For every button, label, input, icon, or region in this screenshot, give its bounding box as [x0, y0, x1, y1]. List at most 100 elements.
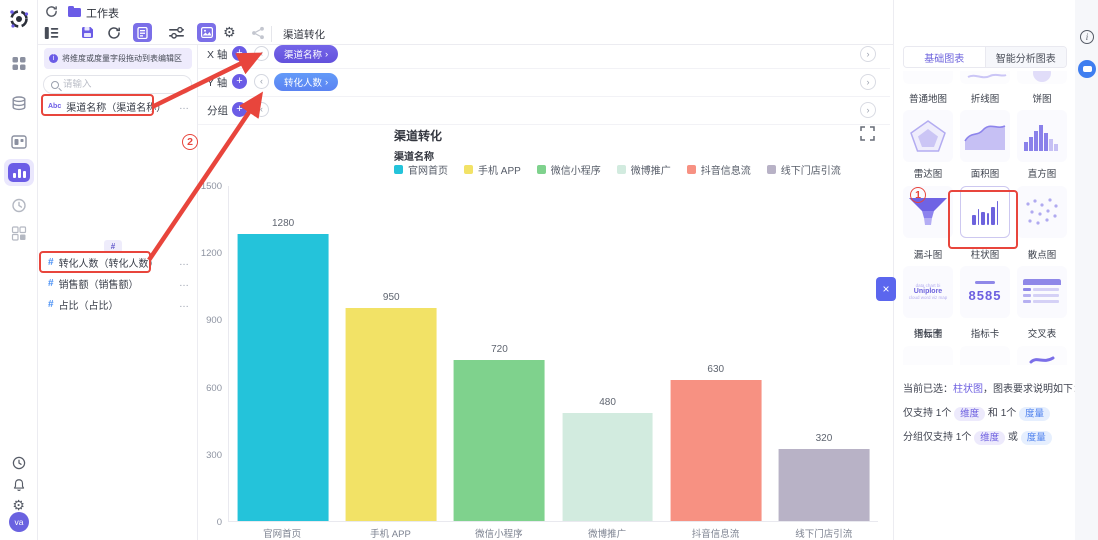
chart-type-card-clipped[interactable] [960, 346, 1010, 365]
bar-微博推广[interactable] [562, 413, 654, 521]
chart-type-card-kpi[interactable]: 8585 [960, 266, 1010, 318]
clock-icon[interactable] [11, 198, 26, 213]
save-icon[interactable] [80, 25, 95, 40]
report-card-icon[interactable] [133, 23, 152, 42]
chart-type-card-clipped[interactable] [903, 346, 953, 365]
chart-type-card-pie-clipped[interactable] [1017, 71, 1067, 84]
more-icon[interactable]: … [179, 101, 190, 112]
legend-item[interactable]: 官网首页 [394, 162, 448, 177]
legend-label: 线下门店引流 [780, 166, 841, 177]
bar-手机 APP[interactable] [345, 308, 437, 521]
chart-type-label[interactable]: 词云图 [913, 329, 943, 340]
chart-type-card-area[interactable] [960, 110, 1010, 162]
field-label: 占比（占比） [58, 301, 119, 312]
chart-type-label[interactable]: 面积图 [970, 169, 1000, 180]
apps-grid-icon[interactable] [11, 56, 26, 71]
settings-rail-icon[interactable]: ⚙ [12, 497, 25, 513]
kpi-card-icon: 8585 [969, 281, 1002, 303]
chart-type-label[interactable]: 直方图 [1027, 169, 1057, 180]
field-row-ratio[interactable]: # 占比（占比） … [38, 295, 198, 314]
filter-settings-icon[interactable] [169, 27, 185, 39]
bar-抖音信息流[interactable] [670, 379, 762, 521]
bar-官网首页[interactable] [237, 234, 329, 521]
chart-type-card-clipped[interactable] [1017, 346, 1067, 365]
y-axis-expand-button[interactable]: › [860, 74, 876, 90]
chart-type-label[interactable]: 雷达图 [913, 169, 943, 180]
more-icon[interactable]: … [179, 299, 190, 310]
fullscreen-icon[interactable] [860, 126, 875, 141]
toolbar-settings-icon[interactable]: ⚙ [223, 24, 236, 40]
chart-type-label[interactable]: 交叉表 [1027, 329, 1057, 340]
pill-label: 转化人数 [284, 78, 323, 89]
x-axis-collapse-button[interactable]: ‹ [254, 46, 269, 61]
chevron-right-icon: › [325, 48, 329, 60]
legend-item[interactable]: 微信小程序 [536, 162, 601, 177]
chart-type-label[interactable]: 散点图 [1027, 250, 1057, 261]
y-axis-label: Y 轴 [207, 77, 228, 89]
legend-item[interactable]: 微博推广 [616, 162, 671, 177]
bell-icon[interactable] [12, 478, 26, 492]
field-search[interactable] [43, 75, 192, 94]
group-expand-button[interactable]: › [860, 102, 876, 118]
more-icon[interactable]: … [179, 278, 190, 289]
x-axis-field-pill[interactable]: 渠道名称 › [274, 45, 339, 63]
bar-value-label: 950 [382, 292, 400, 304]
x-axis-add-button[interactable]: + [232, 46, 247, 61]
chart-type-label[interactable]: 指标卡 [970, 329, 1000, 340]
refresh-icon[interactable] [45, 5, 58, 18]
bar-value-label: 320 [815, 433, 833, 445]
legend-swatch [394, 165, 403, 174]
widgets-icon[interactable] [11, 226, 26, 241]
field-row-sales[interactable]: # 销售额（销售额） … [38, 274, 198, 293]
chart-type-card-crosstab[interactable] [1017, 266, 1067, 318]
chart-type-label[interactable]: 漏斗图 [913, 250, 943, 261]
chart-type-label[interactable]: 柱状图 [970, 250, 1000, 261]
y-axis-field-pill[interactable]: 转化人数 › [274, 73, 339, 91]
group-add-button[interactable]: + [232, 102, 247, 117]
bar-微信小程序[interactable] [453, 359, 545, 521]
group-collapse-button[interactable]: ‹ [254, 102, 269, 117]
cards-icon[interactable] [10, 135, 27, 149]
tab-smart-charts[interactable]: 智能分析图表 [984, 47, 1066, 67]
chart-type-card-map-clipped[interactable] [903, 71, 953, 84]
chart-type-card-bar-selected[interactable] [960, 186, 1010, 238]
x-tick-label: 微博推广 [588, 529, 627, 540]
x-tick-label: 微信小程序 [475, 529, 523, 540]
history-icon[interactable] [12, 456, 26, 470]
chart-type-card-wordcloud[interactable]: data chart bi Uniplore cloud word viz ma… [903, 266, 953, 318]
x-tick-label: 线下门店引流 [795, 529, 853, 540]
image-card-icon[interactable] [197, 23, 216, 42]
chart-type-label[interactable]: 指标卡 [913, 329, 943, 340]
y-axis-add-button[interactable]: + [232, 74, 247, 89]
undo-refresh-icon[interactable] [107, 26, 121, 40]
help-info-icon[interactable]: i [1080, 30, 1094, 44]
chart-type-card-scatter[interactable] [1017, 186, 1067, 238]
sheet-tab[interactable]: 渠道转化 [283, 29, 325, 41]
dimension-badge: 维度 [954, 406, 986, 421]
folder-icon [68, 6, 81, 17]
more-icon[interactable]: … [179, 257, 190, 268]
chart-type-card-histogram[interactable] [1017, 110, 1067, 162]
tab-basic-charts[interactable]: 基础图表 [904, 47, 985, 67]
chart-type-card-radar[interactable] [903, 110, 953, 162]
ai-assistant-icon[interactable] [1078, 60, 1096, 78]
x-axis-expand-button[interactable]: › [860, 46, 876, 62]
field-row-channel-name[interactable]: Abc 渠道名称（渠道名称） … [38, 97, 198, 116]
legend-label: 微信小程序 [550, 166, 601, 177]
field-row-conversions[interactable]: # 转化人数（转化人数） … [38, 253, 198, 272]
outline-panel-icon[interactable] [44, 26, 59, 40]
chart-type-label[interactable]: 饼图 [1032, 94, 1052, 105]
chart-type-label[interactable]: 折线图 [970, 94, 1000, 105]
search-input[interactable] [63, 79, 163, 90]
database-icon[interactable] [11, 96, 26, 111]
bar-线下门店引流[interactable] [778, 449, 870, 521]
close-panel-button[interactable]: × [876, 277, 896, 301]
legend-item[interactable]: 线下门店引流 [766, 162, 841, 177]
legend-item[interactable]: 抖音信息流 [686, 162, 751, 177]
user-avatar[interactable]: va [9, 512, 29, 532]
legend-item[interactable]: 手机 APP [464, 162, 521, 177]
chart-type-label[interactable]: 普通地图 [908, 94, 947, 105]
chart-type-card-line-clipped[interactable] [960, 71, 1010, 84]
y-axis-collapse-button[interactable]: ‹ [254, 74, 269, 89]
bar-slot: 950 [337, 186, 445, 521]
